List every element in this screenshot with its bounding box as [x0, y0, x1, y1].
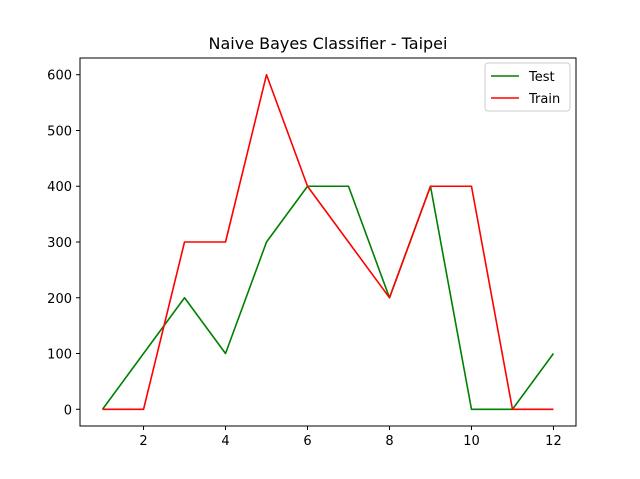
legend-label-test: Test — [528, 70, 555, 85]
x-tick-label: 4 — [221, 434, 229, 449]
y-tick-label: 0 — [64, 403, 72, 418]
x-tick-label: 12 — [545, 434, 562, 449]
plot-frame — [79, 57, 577, 427]
y-tick-label: 300 — [47, 236, 72, 251]
x-axis-ticks: 2 4 6 8 10 12 — [139, 426, 562, 449]
x-tick-label: 10 — [463, 434, 480, 449]
y-tick-label: 200 — [47, 292, 72, 307]
y-tick-label: 500 — [47, 124, 72, 139]
x-tick-label: 2 — [139, 434, 147, 449]
legend-box — [484, 62, 571, 112]
x-tick-label: 8 — [385, 434, 393, 449]
x-tick-label: 6 — [303, 434, 311, 449]
series-line-test — [101, 185, 555, 411]
legend: Test Train — [484, 62, 571, 112]
y-tick-label: 400 — [47, 180, 72, 195]
series-line-train — [102, 73, 554, 411]
y-tick-label: 100 — [47, 348, 72, 363]
legend-label-train: Train — [528, 92, 560, 107]
series-layer — [101, 73, 555, 411]
y-tick-label: 600 — [47, 69, 72, 84]
chart-title: Naive Bayes Classifier - Taipei — [209, 34, 448, 53]
y-axis-ticks: 0 100 200 300 400 500 600 — [47, 69, 80, 418]
